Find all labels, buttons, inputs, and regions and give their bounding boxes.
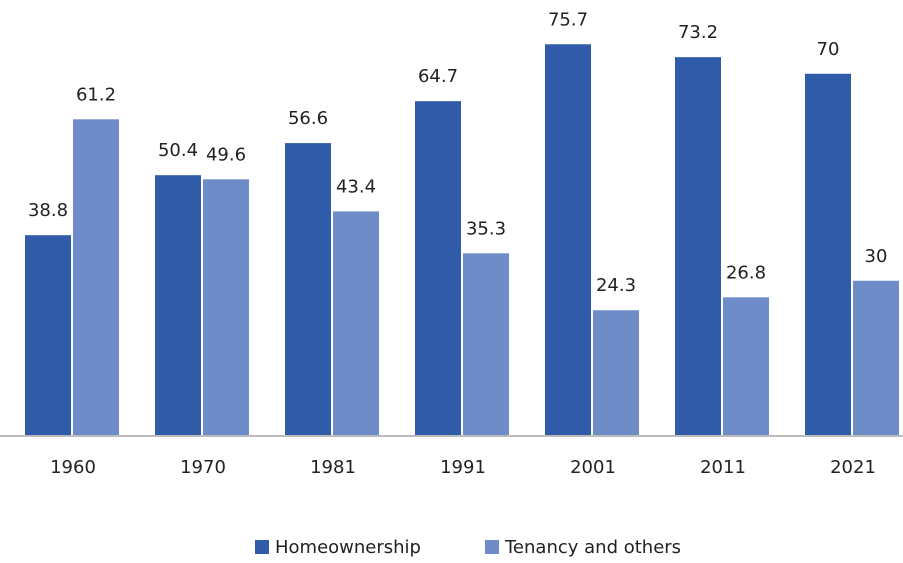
- bar: [285, 143, 331, 436]
- bar: [593, 310, 639, 436]
- x-tick-label: 1960: [50, 457, 96, 478]
- value-label: 24.3: [596, 275, 636, 296]
- x-tick-label: 1970: [180, 457, 226, 478]
- value-label: 38.8: [28, 200, 68, 221]
- value-label: 49.6: [206, 144, 246, 165]
- legend-label: Tenancy and others: [504, 537, 681, 558]
- legend-label: Homeownership: [275, 537, 421, 558]
- bar: [463, 253, 509, 436]
- value-label: 43.4: [336, 176, 376, 197]
- bar: [155, 175, 201, 436]
- value-label: 61.2: [76, 84, 116, 105]
- bar: [675, 57, 721, 436]
- bar: [545, 44, 591, 436]
- bar: [73, 119, 119, 436]
- bar: [805, 73, 851, 436]
- bar: [203, 179, 249, 436]
- x-tick-label: 1981: [310, 457, 356, 478]
- value-label: 70: [817, 39, 840, 60]
- value-label: 56.6: [288, 108, 328, 129]
- value-label: 30: [865, 246, 888, 267]
- value-label: 26.8: [726, 262, 766, 283]
- x-tick-label: 1991: [440, 457, 486, 478]
- bar: [25, 235, 71, 436]
- bar: [853, 280, 899, 436]
- value-label: 50.4: [158, 140, 198, 161]
- x-tick-label: 2011: [700, 457, 746, 478]
- value-label: 35.3: [466, 218, 506, 239]
- legend-swatch: [485, 540, 499, 554]
- x-tick-label: 2021: [830, 457, 876, 478]
- value-label: 64.7: [418, 66, 458, 87]
- x-tick-label: 2001: [570, 457, 616, 478]
- legend-swatch: [255, 540, 269, 554]
- bar: [415, 101, 461, 437]
- value-label: 75.7: [548, 9, 588, 30]
- value-label: 73.2: [678, 22, 718, 43]
- bar: [723, 297, 769, 436]
- bar: [333, 211, 379, 436]
